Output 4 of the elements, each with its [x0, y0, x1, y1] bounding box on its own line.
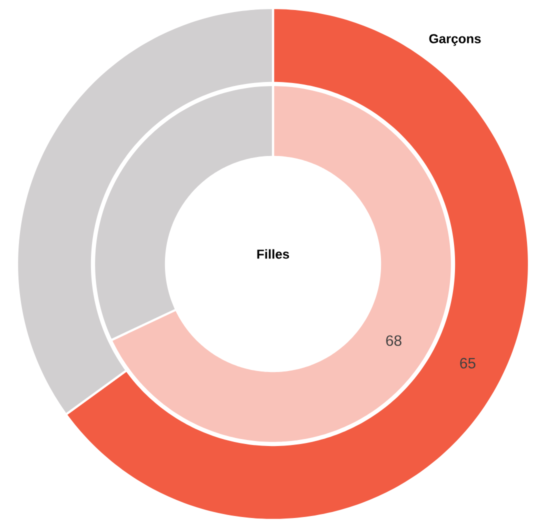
data-label: 65 — [460, 358, 476, 368]
text: Garçons — [429, 34, 481, 46]
text: Filles — [257, 249, 290, 259]
data-label: 68 — [386, 335, 402, 346]
